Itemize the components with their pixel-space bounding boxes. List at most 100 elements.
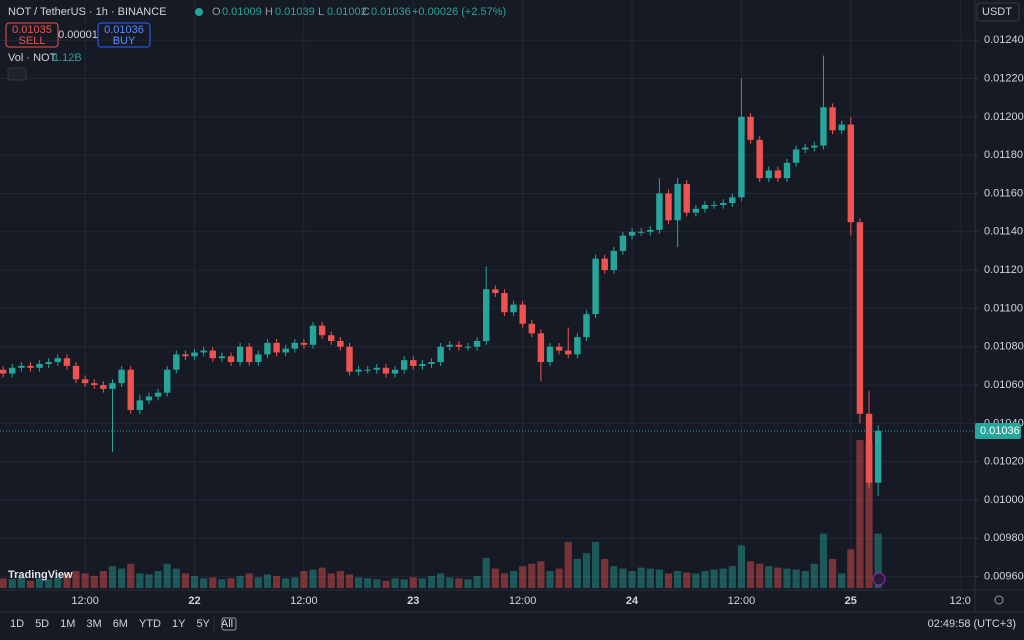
range-button[interactable]: All: [221, 618, 233, 630]
collapse-button[interactable]: [7, 67, 27, 81]
candle-body: [236, 346, 244, 363]
candle-body: [118, 369, 125, 384]
volume-bar: [26, 580, 35, 588]
x-tick-label: 12:00: [290, 595, 318, 607]
candle-body: [774, 170, 782, 179]
candle-body: [592, 258, 599, 315]
buy-button[interactable]: [97, 22, 151, 48]
volume-bar: [701, 571, 709, 588]
volume-bar: [35, 578, 44, 588]
y-tick-label: 0.01000: [984, 494, 1024, 506]
candle-body: [802, 147, 809, 150]
event-icon[interactable]: [872, 572, 886, 586]
volume-bar: [118, 568, 126, 588]
range-button[interactable]: 6M: [113, 618, 128, 630]
candle-body: [54, 358, 62, 363]
sell-button[interactable]: [5, 22, 59, 48]
volume-bar: [63, 573, 71, 588]
candle-body: [811, 145, 818, 148]
x-tick-label: 12:00: [509, 595, 537, 607]
volume-bar: [601, 558, 609, 588]
vol-value: 1.12B: [53, 52, 82, 64]
l-value: 0.01002: [327, 6, 367, 18]
x-tick-label: 12:00: [728, 595, 756, 607]
candle-body: [173, 354, 180, 370]
candle-body: [537, 333, 545, 363]
volume-bar: [72, 571, 80, 588]
x-tick-label: 12:00: [71, 595, 99, 607]
candle-body: [0, 369, 7, 374]
candle-body: [820, 107, 827, 146]
volume-bar: [236, 575, 244, 588]
x-tick-label: 24: [626, 595, 639, 607]
volume-bar: [355, 577, 363, 588]
range-button[interactable]: 3M: [86, 618, 101, 630]
candle-body: [282, 348, 289, 353]
candle-body: [246, 346, 253, 363]
y-tick-label: 0.01180: [984, 149, 1023, 161]
volume-bar: [573, 558, 581, 588]
o-value: 0.01009: [222, 6, 262, 18]
candle-body: [747, 116, 754, 140]
y-tick-label: 0.01060: [984, 379, 1024, 391]
range-button[interactable]: 1D: [10, 618, 24, 630]
volume-bar: [765, 566, 773, 588]
candle-body: [100, 385, 107, 389]
settings-icon[interactable]: [994, 595, 1004, 605]
volume-bar: [263, 574, 272, 588]
volume-bar: [227, 578, 235, 588]
candle-body: [410, 360, 417, 366]
h-label: H: [265, 6, 273, 18]
volume-bar: [154, 571, 162, 588]
currency-dropdown[interactable]: [976, 2, 1020, 22]
range-button[interactable]: 5D: [35, 618, 49, 630]
volume-bar: [327, 573, 335, 588]
candle-body: [765, 170, 772, 179]
volume-bar: [446, 577, 454, 588]
volume-bar: [209, 577, 217, 588]
volume-bar: [345, 574, 354, 588]
candle-body: [27, 365, 34, 368]
volume-bar: [437, 573, 445, 588]
candle-body: [674, 183, 681, 221]
spread: 0.00001: [58, 29, 98, 41]
volume-bar: [382, 580, 390, 588]
candle-body: [355, 369, 362, 372]
candle-body: [473, 340, 481, 347]
brand: TradingView: [8, 569, 73, 581]
volume-bar: [200, 578, 208, 588]
candle-body: [656, 193, 663, 230]
volume-bar: [838, 573, 846, 588]
volume-bar: [801, 571, 809, 588]
status-dot: [195, 8, 203, 16]
volume-bar: [136, 573, 144, 588]
volume-bar: [646, 568, 654, 588]
volume-bar: [90, 575, 98, 588]
range-button[interactable]: 1Y: [172, 618, 186, 630]
volume-bar: [418, 578, 427, 588]
volume-bar: [163, 563, 171, 588]
candle-body: [455, 344, 463, 347]
candle-body: [400, 360, 408, 370]
c-value: 0.01036: [371, 6, 411, 18]
candle-body: [154, 392, 162, 397]
y-tick-label: 0.01120: [984, 264, 1023, 276]
range-button[interactable]: YTD: [139, 618, 161, 630]
symbol: NOT / TetherUS · 1h · BINANCE: [8, 6, 167, 18]
y-tick-label: 0.01240: [984, 34, 1024, 46]
volume-bar: [473, 575, 481, 588]
date-range-icon[interactable]: [221, 617, 237, 631]
o-label: O: [212, 6, 221, 18]
candle-body: [665, 193, 672, 221]
range-button[interactable]: 5Y: [196, 618, 210, 630]
volume-bar: [99, 571, 107, 588]
range-button[interactable]: 1M: [60, 618, 75, 630]
volume-bar: [628, 571, 636, 588]
volume-bar: [391, 578, 399, 588]
candle-body: [574, 337, 581, 355]
candle-body: [619, 235, 627, 251]
volume-bar: [291, 577, 299, 588]
volume-bar: [364, 578, 372, 588]
